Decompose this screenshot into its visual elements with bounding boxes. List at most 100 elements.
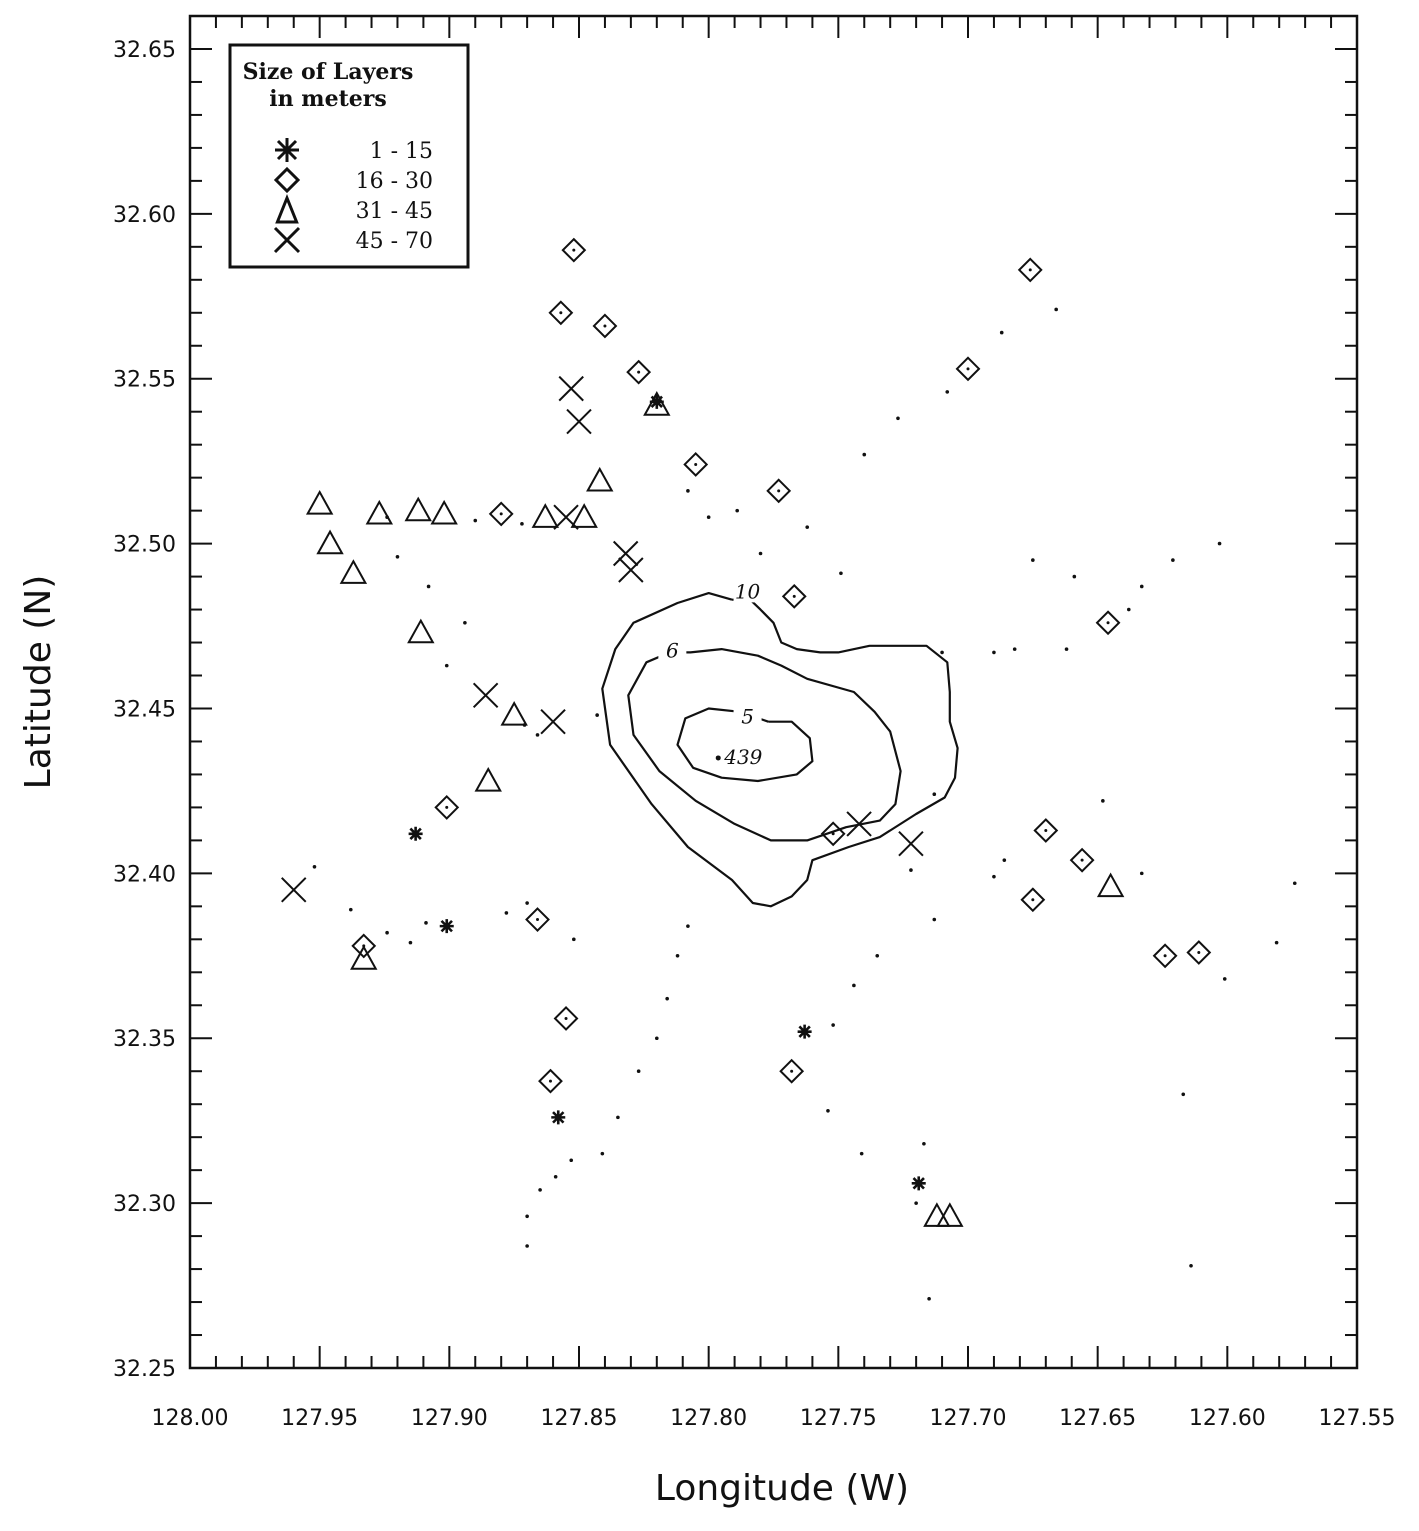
triangle-point bbox=[1096, 872, 1125, 898]
diamond-point bbox=[955, 356, 981, 382]
legend-symbol-x bbox=[273, 226, 301, 254]
triangle-point bbox=[407, 618, 435, 644]
triangle-point bbox=[339, 559, 368, 584]
dot-point bbox=[525, 1244, 529, 1248]
contour-label-bg bbox=[733, 580, 762, 603]
legend-title-line-2: in meters bbox=[269, 86, 386, 112]
diamond-point bbox=[626, 359, 652, 385]
triangle-point bbox=[350, 945, 378, 970]
dot-point bbox=[665, 996, 669, 1001]
y-tick-label: 32.45 bbox=[113, 697, 176, 722]
summit-dot bbox=[715, 755, 721, 761]
dot-point bbox=[826, 1108, 830, 1113]
x-point bbox=[553, 504, 579, 530]
dot-point bbox=[572, 937, 576, 942]
dot-point bbox=[1101, 799, 1105, 803]
dot-point bbox=[1171, 558, 1175, 562]
dot-point bbox=[859, 1151, 864, 1156]
x-tick-label: 127.95 bbox=[281, 1406, 358, 1431]
diamond-point bbox=[1033, 818, 1059, 843]
dot-point bbox=[706, 515, 711, 520]
dot-point bbox=[535, 733, 540, 737]
asterisk-point bbox=[911, 1176, 926, 1191]
diamond-point bbox=[525, 907, 550, 932]
y-tick-label: 32.30 bbox=[113, 1192, 176, 1217]
contour-label-10: 10 bbox=[735, 579, 761, 603]
dot-point bbox=[1139, 871, 1144, 876]
y-tick-label: 32.40 bbox=[113, 862, 176, 887]
dot-point bbox=[940, 650, 944, 655]
x-tick-labels: 128.00 127.95 127.90 127.85 127.80 127.75 127.… bbox=[152, 1406, 1396, 1431]
triangle-point bbox=[936, 1202, 964, 1227]
dot-point bbox=[473, 518, 478, 523]
x-axis-title: Longitude (W) bbox=[655, 1468, 909, 1509]
dot-point bbox=[945, 390, 950, 394]
diamond-point bbox=[548, 300, 574, 326]
x-point bbox=[281, 877, 307, 903]
dot-point bbox=[1072, 574, 1077, 579]
dot-point bbox=[600, 1151, 605, 1156]
legend-symbol-asterisk bbox=[275, 138, 299, 162]
y-tick-label: 32.65 bbox=[113, 38, 176, 63]
x-tick-label: 127.60 bbox=[1189, 1406, 1266, 1431]
x-tick-label: 127.90 bbox=[411, 1406, 488, 1431]
dot-point bbox=[522, 723, 527, 727]
diamond-point bbox=[1095, 610, 1121, 636]
dot-point bbox=[426, 584, 431, 589]
y-tick-label: 32.55 bbox=[113, 368, 176, 393]
triangle-point bbox=[500, 701, 528, 726]
dot-point bbox=[525, 901, 529, 905]
legend-label-1: 1 - 15 bbox=[370, 139, 433, 164]
diamond-point bbox=[779, 1058, 805, 1084]
data-points bbox=[281, 237, 1297, 1301]
diamond-point bbox=[1020, 887, 1046, 913]
diamond-point bbox=[683, 452, 709, 477]
dot-point bbox=[1054, 307, 1058, 312]
y-tick-label: 32.25 bbox=[113, 1357, 176, 1382]
dot-point bbox=[424, 921, 428, 925]
triangle-point bbox=[404, 496, 432, 522]
triangle-point bbox=[474, 766, 502, 792]
dot-point bbox=[831, 1023, 835, 1027]
diamond-point bbox=[553, 1006, 579, 1031]
contour-6 bbox=[627, 648, 902, 842]
triangle-point bbox=[570, 503, 598, 528]
dot-point bbox=[675, 954, 680, 958]
legend-label-3: 31 - 45 bbox=[356, 199, 433, 224]
diamond-point bbox=[1186, 940, 1212, 965]
dot-point bbox=[595, 713, 599, 717]
dot-point bbox=[408, 940, 413, 945]
diamond-point bbox=[488, 501, 514, 527]
dot-point bbox=[686, 489, 690, 493]
dot-point bbox=[385, 930, 389, 935]
y-tick-label: 32.35 bbox=[113, 1027, 176, 1052]
dot-point bbox=[932, 917, 937, 922]
diamond-point bbox=[820, 821, 846, 847]
x-point bbox=[566, 408, 592, 435]
dot-point bbox=[1181, 1092, 1186, 1097]
dot-point bbox=[932, 792, 937, 797]
dot-point bbox=[520, 522, 524, 526]
dot-point bbox=[927, 1296, 931, 1301]
axis-ticks bbox=[189, 15, 1358, 1369]
dot-point bbox=[1064, 647, 1069, 651]
triangle-point bbox=[643, 391, 671, 416]
x-point bbox=[618, 557, 644, 583]
x-tick-label: 127.80 bbox=[670, 1406, 747, 1431]
asterisk-point bbox=[439, 919, 454, 934]
dot-point bbox=[992, 874, 996, 879]
dot-point bbox=[444, 663, 449, 668]
diamond-point bbox=[1069, 847, 1095, 873]
asterisk-point bbox=[551, 1110, 566, 1125]
triangle-point bbox=[531, 503, 559, 528]
dot-point bbox=[1126, 607, 1131, 612]
y-tick-labels: 32.25 32.30 32.35 32.40 32.45 32.50 32.55 32.60… bbox=[113, 38, 176, 1382]
triangle-point bbox=[316, 529, 344, 555]
x-tick-label: 128.00 bbox=[152, 1406, 229, 1431]
x-point bbox=[472, 682, 499, 709]
dot-point bbox=[525, 1214, 529, 1219]
dot-point bbox=[1031, 558, 1035, 562]
diamond-point bbox=[1017, 257, 1043, 283]
dot-point bbox=[922, 1141, 926, 1146]
